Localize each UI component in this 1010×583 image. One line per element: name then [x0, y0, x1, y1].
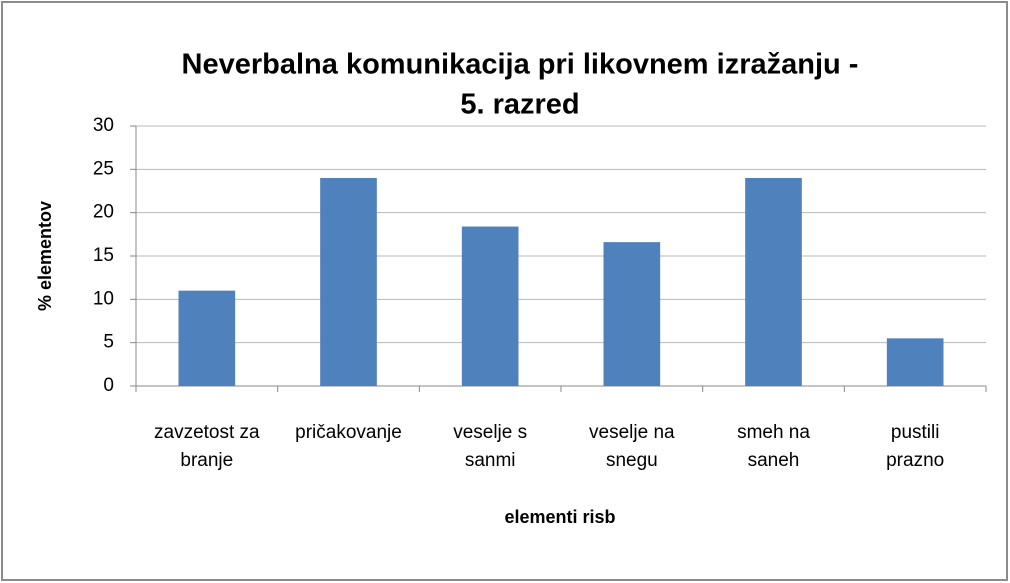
y-tick-label: 25	[93, 158, 114, 179]
y-axis-label: % elementov	[35, 201, 55, 311]
y-tick-label: 5	[103, 332, 114, 353]
x-tick-label: sanmi	[465, 450, 516, 471]
chart-title: 5. razred	[460, 89, 579, 121]
y-tick-label: 20	[93, 202, 114, 223]
bar	[320, 178, 377, 386]
x-tick-label: pričakovanje	[295, 422, 402, 443]
y-tick-label: 30	[93, 115, 114, 136]
x-tick-label: snegu	[606, 450, 658, 471]
bar	[461, 226, 519, 386]
chart-title: Neverbalna komunikacija pri likovnem izr…	[182, 49, 859, 81]
x-tick-label: veselje s	[453, 422, 527, 443]
y-tick-label: 0	[103, 375, 114, 396]
y-tick-label: 15	[93, 245, 114, 266]
x-tick-label: smeh na	[737, 422, 810, 443]
x-tick-label: pustili	[891, 422, 940, 443]
bar	[745, 178, 802, 386]
bar	[603, 242, 661, 386]
bar	[886, 338, 944, 386]
x-axis-label: elementi risb	[504, 507, 615, 527]
x-tick-label: branje	[180, 450, 233, 471]
x-tick-label: prazno	[886, 450, 944, 471]
x-tick-label: veselje na	[589, 422, 675, 443]
bar	[178, 290, 236, 386]
x-tick-label: zavzetost za	[154, 422, 260, 443]
x-tick-label: saneh	[748, 450, 800, 471]
y-tick-label: 10	[93, 288, 114, 309]
